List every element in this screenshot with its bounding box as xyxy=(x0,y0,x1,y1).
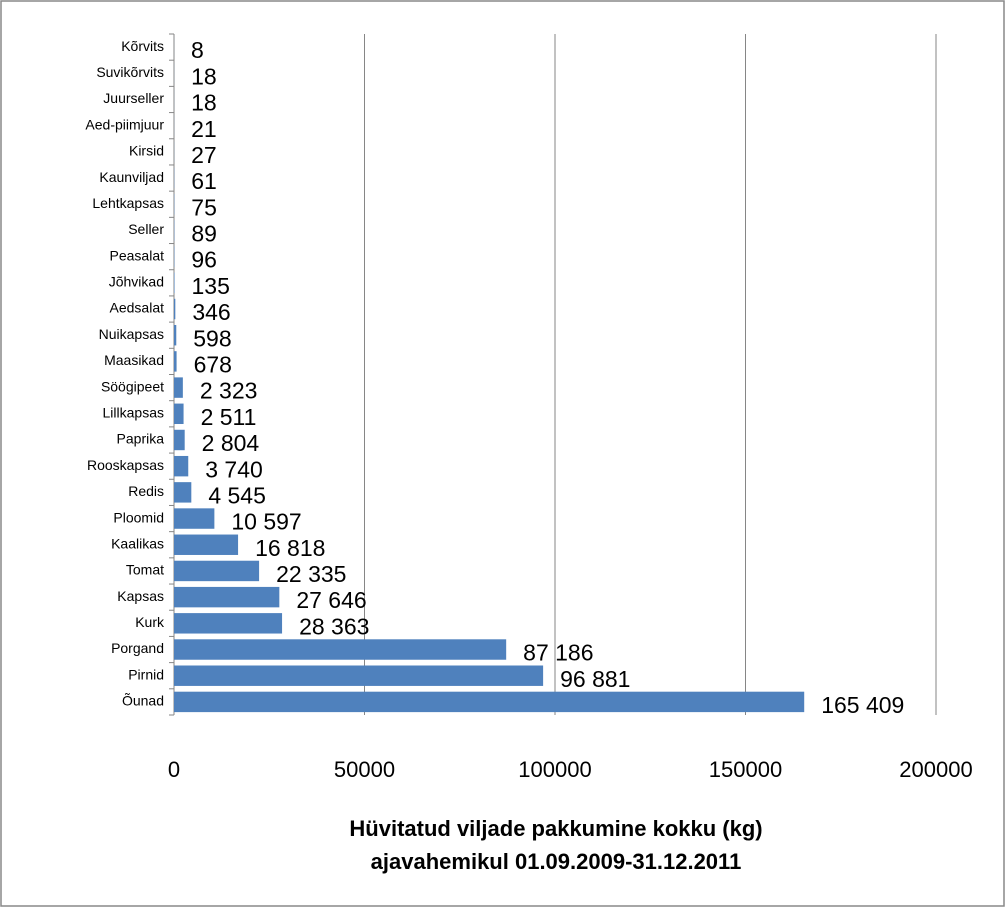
value-label: 2 323 xyxy=(200,378,258,404)
bar xyxy=(174,299,175,319)
y-tick-label: Aed-piimjuur xyxy=(85,116,164,132)
y-tick-label: Rooskapsas xyxy=(87,457,164,473)
bar xyxy=(174,456,188,476)
y-tick-label: Ploomid xyxy=(113,509,164,525)
y-tick-label: Porgand xyxy=(111,640,164,656)
y-tick-label: Kaalikas xyxy=(111,535,164,551)
value-label: 75 xyxy=(191,194,217,220)
bar xyxy=(174,377,183,397)
y-tick-label: Kõrvits xyxy=(121,38,164,54)
value-label: 598 xyxy=(193,325,231,351)
value-label: 89 xyxy=(191,221,217,247)
bar xyxy=(174,665,543,685)
bar xyxy=(174,613,282,633)
y-tick-label: Kapsas xyxy=(117,588,164,604)
y-tick-label: Peasalat xyxy=(110,247,165,263)
bar xyxy=(174,692,804,712)
y-tick-label: Nuikapsas xyxy=(99,326,164,342)
x-tick-label: 150000 xyxy=(709,757,782,782)
y-tick-label: Juurseller xyxy=(103,90,164,106)
y-tick-label: Redis xyxy=(128,483,164,499)
y-tick-label: Jõhvikad xyxy=(109,274,164,290)
y-tick-label: Söögipeet xyxy=(101,378,164,394)
x-tick-label: 100000 xyxy=(518,757,591,782)
value-label: 96 xyxy=(191,247,217,273)
value-label: 4 545 xyxy=(208,482,266,508)
chart-title: Hüvitatud viljade pakkumine kokku (kg) xyxy=(349,816,762,841)
bar xyxy=(174,351,177,371)
value-label: 135 xyxy=(192,273,230,299)
y-tick-label: Maasikad xyxy=(104,352,164,368)
value-label: 28 363 xyxy=(299,613,369,639)
value-label: 21 xyxy=(191,116,217,142)
chart-title: ajavahemikul 01.09.2009-31.12.2011 xyxy=(371,849,742,874)
bar xyxy=(174,430,185,450)
bar xyxy=(174,639,506,659)
value-label: 27 xyxy=(191,142,217,168)
value-label: 61 xyxy=(191,168,217,194)
y-tick-label: Suvikõrvits xyxy=(96,64,164,80)
x-tick-label: 0 xyxy=(168,757,180,782)
bar xyxy=(174,587,279,607)
bar xyxy=(174,535,238,555)
y-tick-label: Kurk xyxy=(135,614,165,630)
y-tick-label: Seller xyxy=(128,221,164,237)
value-label: 2 511 xyxy=(201,404,257,430)
y-tick-label: Lehtkapsas xyxy=(92,195,164,211)
value-label: 8 xyxy=(191,37,204,63)
value-label: 678 xyxy=(194,351,232,377)
bar xyxy=(174,404,184,424)
value-label: 27 646 xyxy=(296,587,366,613)
value-label: 18 xyxy=(191,90,217,116)
y-tick-label: Kirsid xyxy=(129,143,164,159)
y-tick-label: Paprika xyxy=(117,431,165,447)
y-tick-label: Lillkapsas xyxy=(103,404,164,420)
value-label: 87 186 xyxy=(523,640,593,666)
bar xyxy=(174,561,259,581)
y-tick-label: Kaunviljad xyxy=(99,169,164,185)
bar xyxy=(174,482,191,502)
value-label: 346 xyxy=(192,299,230,325)
value-label: 2 804 xyxy=(202,430,260,456)
x-tick-label: 50000 xyxy=(334,757,395,782)
value-label: 22 335 xyxy=(276,561,346,587)
value-label: 16 818 xyxy=(255,535,325,561)
bar xyxy=(174,273,175,293)
y-tick-label: Tomat xyxy=(126,562,164,578)
y-tick-label: Aedsalat xyxy=(110,300,165,316)
value-label: 165 409 xyxy=(821,692,904,718)
value-label: 3 740 xyxy=(205,456,263,482)
value-label: 96 881 xyxy=(560,666,630,692)
value-label: 10 597 xyxy=(231,509,301,535)
bar xyxy=(174,508,214,528)
value-label: 18 xyxy=(191,63,217,89)
y-tick-label: Pirnid xyxy=(128,666,164,682)
x-tick-label: 200000 xyxy=(899,757,972,782)
bar xyxy=(174,325,176,345)
y-tick-label: Õunad xyxy=(122,693,164,709)
